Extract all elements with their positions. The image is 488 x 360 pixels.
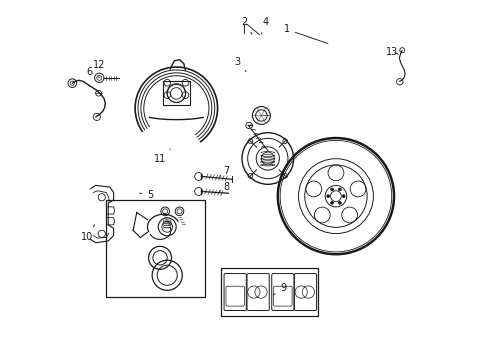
- Text: 9: 9: [273, 283, 285, 295]
- Text: 7: 7: [219, 166, 229, 176]
- Circle shape: [330, 201, 333, 204]
- Text: 11: 11: [154, 149, 170, 164]
- Text: 4: 4: [261, 17, 268, 34]
- Circle shape: [330, 188, 333, 191]
- Text: 2: 2: [241, 17, 251, 34]
- Text: 12: 12: [93, 59, 105, 69]
- Text: 1: 1: [283, 24, 327, 44]
- Circle shape: [326, 195, 329, 198]
- Text: 3: 3: [234, 57, 245, 72]
- Circle shape: [338, 188, 341, 191]
- Circle shape: [342, 195, 345, 198]
- Bar: [106, 200, 204, 297]
- Text: 10: 10: [81, 225, 94, 242]
- Text: 6: 6: [86, 67, 100, 78]
- Circle shape: [338, 201, 341, 204]
- Text: 13: 13: [386, 46, 398, 57]
- Text: 8: 8: [219, 182, 229, 192]
- Bar: [221, 268, 317, 316]
- Text: 5: 5: [140, 190, 153, 200]
- Bar: [163, 81, 189, 105]
